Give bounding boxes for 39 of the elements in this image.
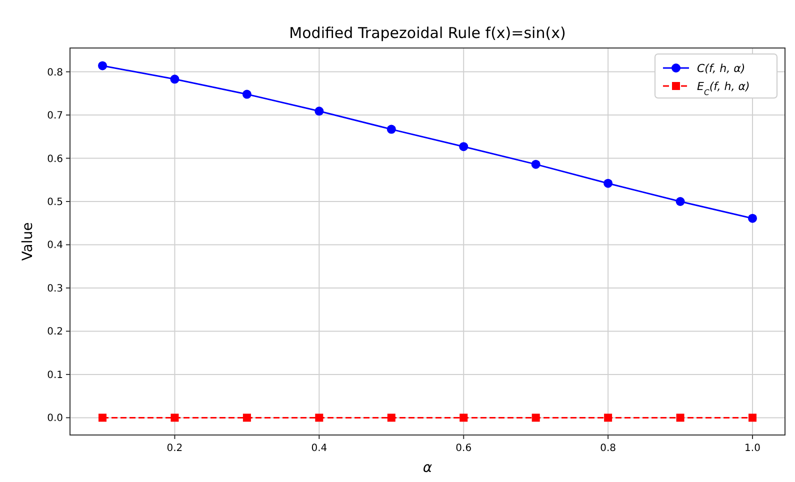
point	[748, 414, 756, 422]
chart-title: Modified Trapezoidal Rule f(x)=sin(x)	[289, 24, 566, 42]
point	[676, 414, 684, 422]
y-tick-label: 0.0	[47, 413, 63, 424]
x-tick-label: 0.4	[311, 443, 328, 454]
point	[604, 178, 613, 188]
point	[170, 74, 180, 84]
point	[170, 414, 179, 422]
point	[459, 142, 468, 152]
y-tick-label: 0.6	[47, 154, 63, 165]
x-tick-label: 0.6	[456, 443, 472, 454]
x-tick-label: 0.8	[600, 443, 616, 454]
point	[531, 160, 540, 169]
point	[315, 414, 324, 422]
y-axis-title: Value	[20, 222, 36, 261]
point	[314, 106, 324, 116]
x-axis-title: α	[422, 460, 433, 476]
x-tick-label: 0.2	[166, 443, 183, 454]
point	[532, 414, 540, 422]
y-tick-label: 0.8	[47, 67, 63, 78]
legend-label: C(f, h, α)	[697, 62, 746, 75]
point	[604, 414, 612, 422]
point	[460, 414, 468, 422]
y-tick-label: 0.2	[47, 326, 63, 338]
y-tick-label: 0.4	[47, 240, 63, 252]
y-tick-label: 0.7	[47, 110, 63, 122]
y-tick-label: 0.5	[47, 197, 63, 208]
x-tick-label: 1.0	[744, 443, 760, 454]
point	[386, 124, 396, 134]
legend-label: E$_{C}$(f, h, α)	[697, 80, 750, 96]
y-tick-label: 0.1	[47, 370, 63, 381]
point	[98, 414, 106, 422]
point	[98, 61, 107, 70]
point	[242, 90, 252, 99]
point	[242, 414, 251, 422]
point	[387, 414, 396, 422]
y-tick-label: 0.3	[47, 283, 63, 294]
point	[748, 214, 757, 223]
point	[676, 197, 685, 206]
